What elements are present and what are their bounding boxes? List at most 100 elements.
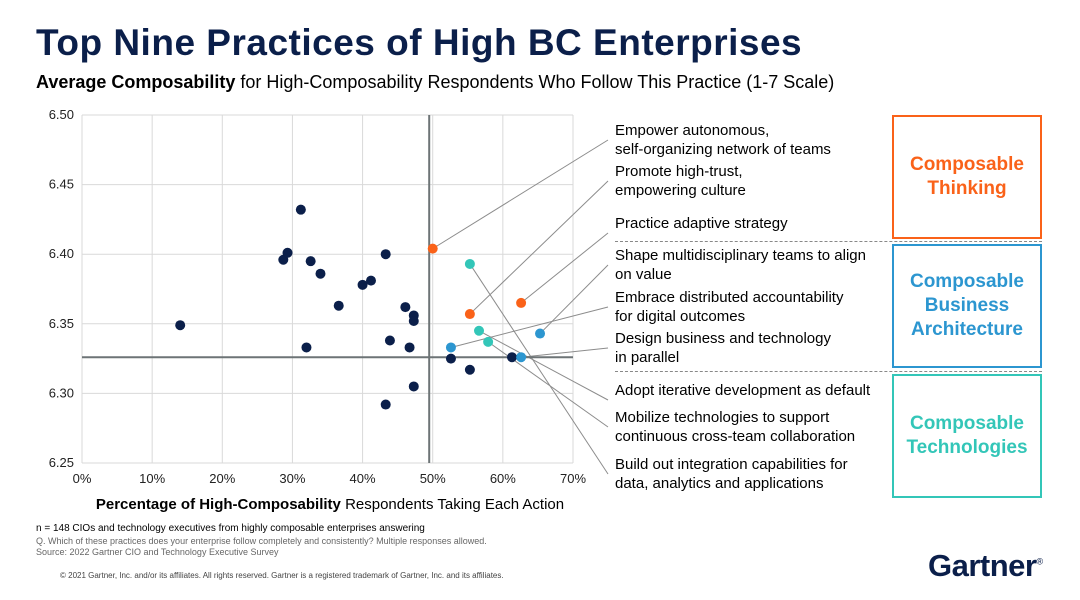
annotation-leader-line bbox=[469, 180, 609, 315]
x-tick-label: 40% bbox=[350, 471, 376, 486]
category-label: Composable bbox=[909, 271, 1025, 292]
category-box-technologies: Composable Technologies bbox=[892, 374, 1042, 498]
annotation-iterative-development: Adopt iterative development as default bbox=[615, 381, 895, 400]
data-point bbox=[535, 328, 546, 339]
annotation-line: Embrace distributed accountability bbox=[615, 289, 844, 306]
x-tick-label: 0% bbox=[73, 471, 92, 486]
y-tick-label: 6.40 bbox=[49, 246, 74, 261]
annotation-leader-line bbox=[450, 306, 609, 348]
annotation-line: Mobilize technologies to support bbox=[615, 409, 830, 426]
data-point bbox=[380, 249, 391, 260]
gartner-logo: Gartner® bbox=[928, 548, 1043, 584]
annotation-leaders bbox=[432, 139, 609, 475]
x-tick-label: 30% bbox=[279, 471, 305, 486]
category-label: Business bbox=[924, 295, 1010, 316]
data-point bbox=[295, 204, 306, 215]
data-point bbox=[315, 268, 326, 279]
logo-text: Gartner bbox=[928, 548, 1037, 583]
x-tick-label: 60% bbox=[490, 471, 516, 486]
data-point bbox=[464, 364, 475, 375]
category-label: Thinking bbox=[927, 178, 1007, 199]
divider bbox=[615, 241, 1042, 242]
data-point bbox=[357, 279, 368, 290]
annotation-line: Empower autonomous, bbox=[615, 122, 770, 139]
chart-ticks: 0% 10% 20% 30% 40% 50% 60% 70% 6.25 6.30 6.35 6.40 6… bbox=[49, 107, 587, 486]
annotation-line: Promote high-trust, bbox=[615, 163, 743, 180]
y-tick-label: 6.25 bbox=[49, 455, 74, 470]
data-point bbox=[175, 320, 186, 331]
data-point bbox=[408, 381, 419, 392]
chart-grid bbox=[81, 114, 574, 464]
annotation-line: Practice adaptive strategy bbox=[615, 215, 788, 232]
annotation-line: on value bbox=[615, 266, 672, 283]
data-point bbox=[516, 297, 527, 308]
data-point bbox=[445, 353, 456, 364]
x-tick-label: 10% bbox=[139, 471, 165, 486]
annotation-line: Shape multidisciplinary teams to align bbox=[615, 247, 866, 264]
data-point bbox=[400, 302, 411, 313]
x-tick-label: 20% bbox=[209, 471, 235, 486]
data-point bbox=[282, 247, 293, 258]
y-tick-label: 6.35 bbox=[49, 316, 74, 331]
annotation-leader-line bbox=[469, 263, 609, 475]
annotation-leader-line bbox=[520, 232, 609, 304]
data-point bbox=[427, 243, 438, 254]
annotation-adaptive-strategy: Practice adaptive strategy bbox=[615, 214, 895, 233]
category-box-thinking: Composable Thinking bbox=[892, 115, 1042, 239]
category-label: Composable bbox=[909, 154, 1025, 175]
y-tick-label: 6.45 bbox=[49, 177, 74, 192]
data-point bbox=[384, 335, 395, 346]
chart-points bbox=[175, 204, 546, 410]
x-axis-label-rest: Respondents Taking Each Action bbox=[340, 496, 565, 513]
y-tick-label: 6.30 bbox=[49, 385, 74, 400]
x-tick-label: 50% bbox=[420, 471, 446, 486]
category-label: Architecture bbox=[911, 319, 1023, 340]
x-axis-label: Percentage of High-Composability Respond… bbox=[80, 496, 580, 513]
data-point bbox=[474, 325, 485, 336]
copyright: © 2021 Gartner, Inc. and/or its affiliat… bbox=[60, 571, 504, 580]
data-point bbox=[301, 342, 312, 353]
x-tick-label: 70% bbox=[560, 471, 586, 486]
annotation-leader-line bbox=[521, 347, 609, 358]
y-tick-label: 6.50 bbox=[49, 107, 74, 122]
reference-lines bbox=[82, 115, 573, 463]
category-box-business-architecture: Composable Business Architecture bbox=[892, 244, 1042, 368]
category-label: Technologies bbox=[906, 437, 1028, 458]
annotation-empower-teams: Empower autonomous, self-organizing netwo… bbox=[615, 121, 895, 159]
annotation-line: Adopt iterative development as default bbox=[615, 382, 871, 399]
page-title: Top Nine Practices of High BC Enterprise… bbox=[36, 22, 803, 63]
annotation-line: Design business and technology bbox=[615, 330, 831, 347]
annotation-distributed-accountability: Embrace distributed accountability for di… bbox=[615, 288, 895, 326]
annotation-mobilize-technologies: Mobilize technologies to support continuo… bbox=[615, 408, 895, 446]
annotation-design-parallel: Design business and technology in paralle… bbox=[615, 329, 895, 367]
question-note: Q. Which of these practices does your en… bbox=[36, 536, 487, 546]
annotation-leader-line bbox=[478, 330, 609, 401]
annotation-line: empowering culture bbox=[615, 182, 746, 199]
data-point bbox=[483, 336, 494, 347]
divider bbox=[615, 371, 1042, 372]
annotation-line: self-organizing network of teams bbox=[615, 141, 831, 158]
data-point bbox=[506, 352, 517, 363]
source-note: Source: 2022 Gartner CIO and Technology … bbox=[36, 547, 279, 557]
annotation-line: Build out integration capabilities for bbox=[615, 456, 848, 473]
annotation-line: for digital outcomes bbox=[615, 308, 746, 325]
data-point bbox=[464, 309, 475, 320]
annotation-leader-line bbox=[539, 264, 609, 334]
data-point bbox=[516, 352, 527, 363]
data-point bbox=[365, 275, 376, 286]
logo-mark: ® bbox=[1036, 556, 1043, 567]
annotation-integration-capabilities: Build out integration capabilities for da… bbox=[615, 455, 895, 493]
annotation-leader-line bbox=[432, 139, 609, 250]
data-point bbox=[305, 256, 316, 267]
data-point bbox=[380, 399, 391, 410]
annotation-high-trust: Promote high-trust, empowering culture bbox=[615, 162, 895, 200]
x-axis-label-bold: Percentage of High-Composability bbox=[95, 496, 341, 513]
sample-note: n = 148 CIOs and technology executives f… bbox=[36, 523, 425, 534]
annotation-line: data, analytics and applications bbox=[615, 475, 824, 492]
data-point bbox=[464, 258, 475, 269]
category-label: Composable bbox=[909, 413, 1025, 434]
data-point bbox=[408, 316, 419, 327]
data-point bbox=[404, 342, 415, 353]
data-point bbox=[445, 342, 456, 353]
